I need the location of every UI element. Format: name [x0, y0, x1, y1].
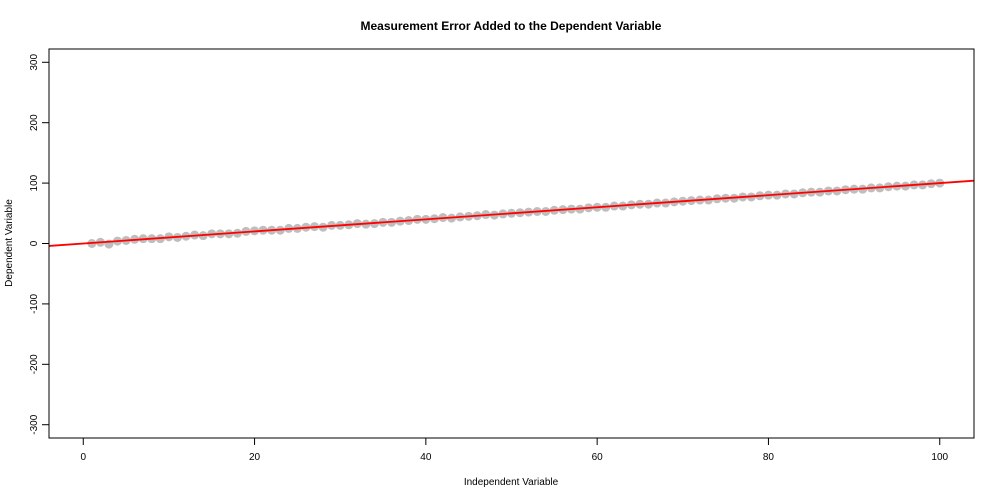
x-tick-label: 40 [420, 452, 432, 463]
fit-line-layer [48, 179, 975, 247]
fit-line [48, 179, 975, 247]
x-tick-label: 20 [249, 452, 261, 463]
y-axis: -300 -200 -100 0 100 200 300 [29, 54, 50, 435]
y-tick-label: -100 [29, 293, 40, 313]
y-tick-label: -200 [29, 354, 40, 374]
y-tick-label: -300 [29, 414, 40, 434]
x-tick-label: 80 [763, 452, 775, 463]
y-tick-label: 300 [29, 54, 40, 71]
plot-frame [48, 48, 975, 439]
y-tick-label: 0 [29, 240, 40, 246]
x-tick-label: 60 [592, 452, 604, 463]
y-tick-label: 200 [29, 114, 40, 131]
chart-title: Measurement Error Added to the Dependent… [361, 19, 662, 33]
y-tick-label: 100 [29, 174, 40, 191]
x-tick-label: 100 [931, 452, 948, 463]
x-axis: 0 20 40 60 80 100 [80, 437, 949, 463]
x-tick-label: 0 [80, 452, 86, 463]
x-axis-label: Independent Variable [464, 477, 559, 488]
y-axis-label: Dependent Variable [4, 199, 15, 287]
